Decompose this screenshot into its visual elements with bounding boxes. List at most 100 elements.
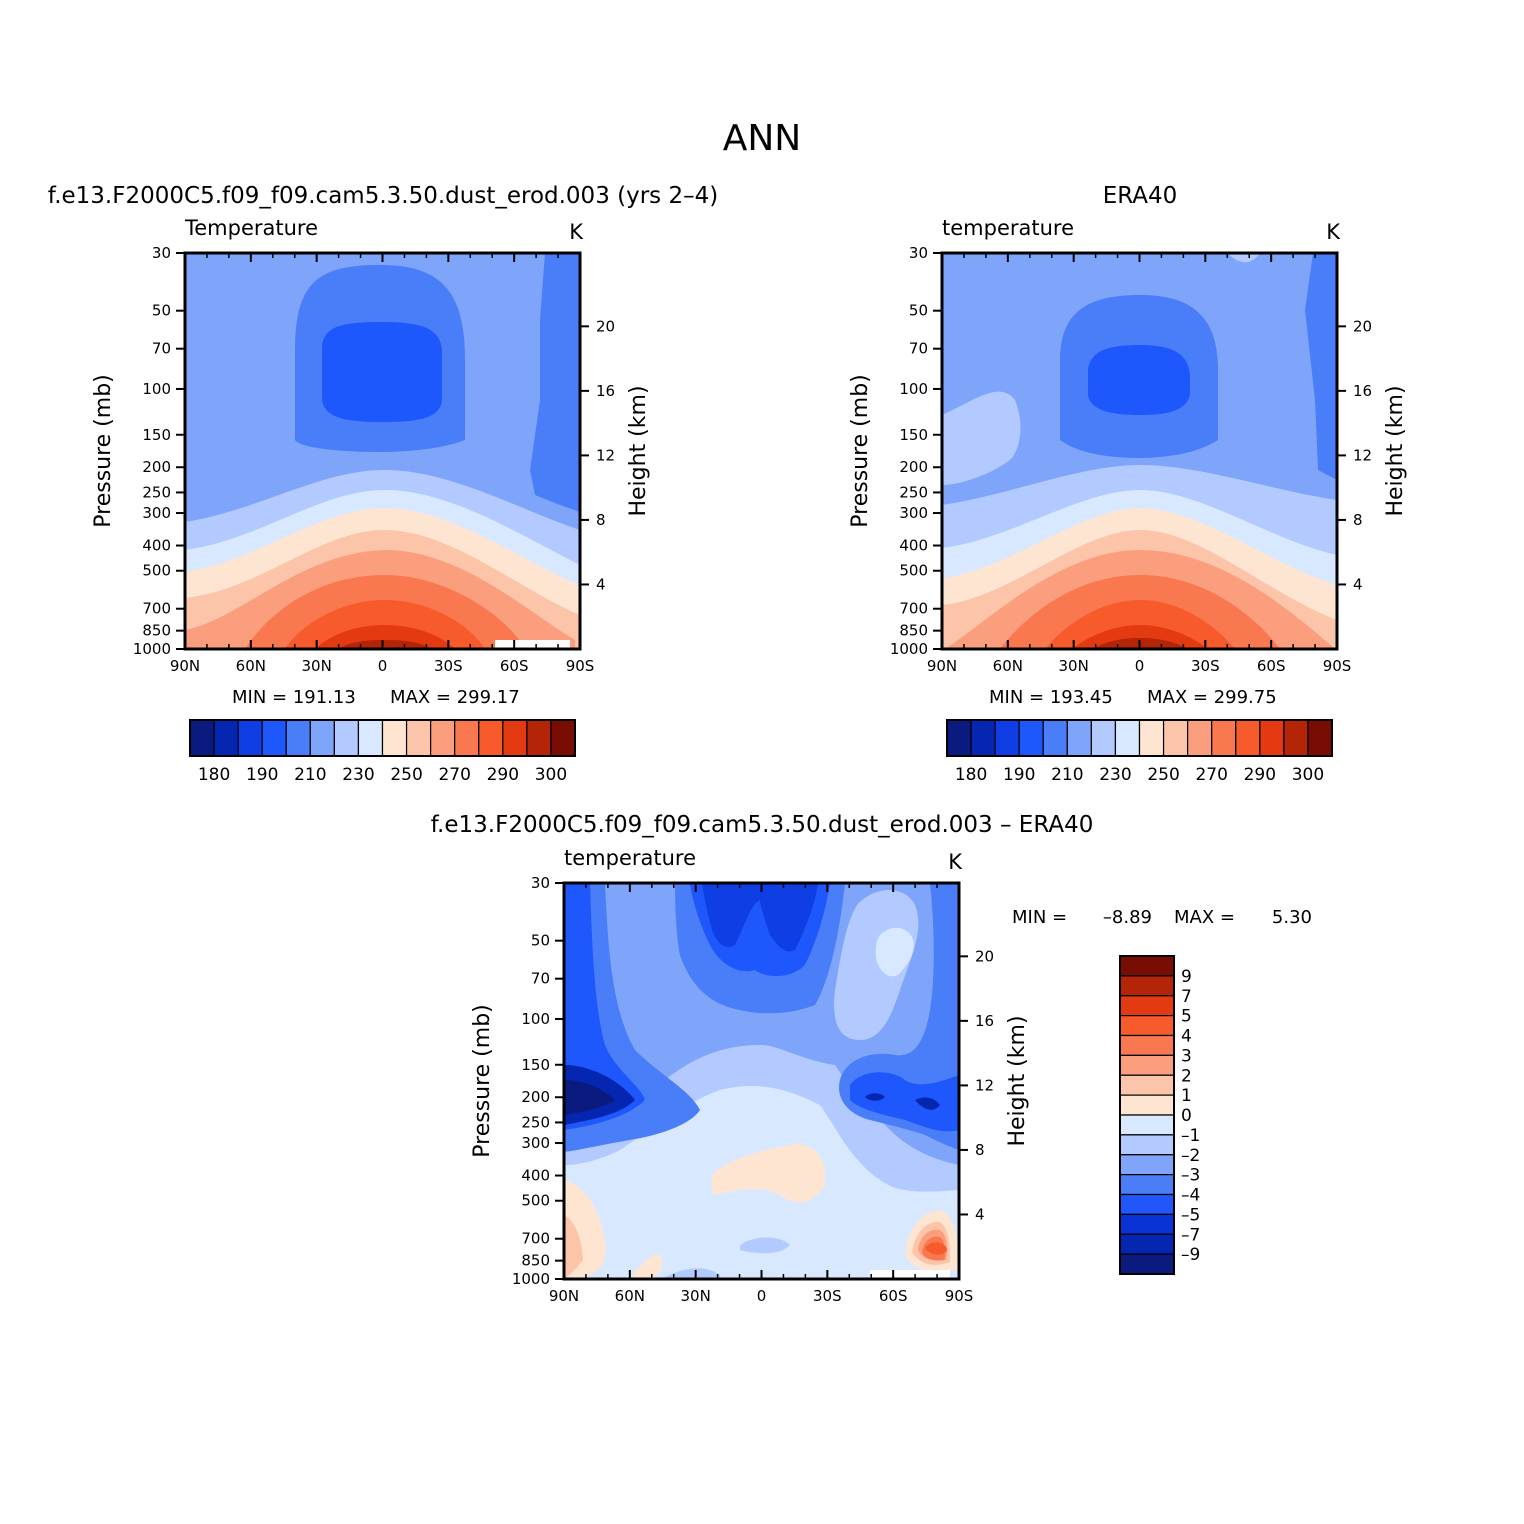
y2-tick-label: 16 [1353, 382, 1372, 400]
panel-obs-colorbar: 180 190 210 230 250 270 290 300 [946, 719, 1333, 785]
colorbar-swatch [1138, 719, 1165, 757]
y-axis-label: Pressure (mb) [470, 1004, 495, 1158]
y2-tick-label: 16 [596, 382, 615, 400]
contour-band [630, 1254, 662, 1279]
y2-tick-label: 4 [975, 1205, 985, 1223]
y-tick-label: 100 [521, 1010, 550, 1028]
x-tick-label: 30S [434, 657, 463, 675]
colorbar-label: 210 [294, 765, 326, 785]
colorbar-swatch [237, 719, 263, 757]
y-tick-label: 150 [521, 1056, 550, 1074]
y-axis-label: Pressure (mb) [848, 374, 873, 528]
y2-tick-label: 8 [1353, 511, 1363, 529]
colorbar-label: 9 [1181, 967, 1192, 987]
colorbar-swatch [1119, 1213, 1175, 1235]
contour-band [712, 1144, 826, 1203]
y-tick-label: 500 [142, 562, 171, 580]
y2-tick-label: 4 [596, 575, 606, 593]
x-tick-label: 90S [566, 657, 595, 675]
y-tick-label: 300 [899, 504, 928, 522]
y-tick-label: 150 [142, 426, 171, 444]
colorbar-label: –9 [1181, 1245, 1200, 1265]
x-tick-label: 60N [993, 657, 1023, 675]
x-tick-label: 60N [615, 1287, 645, 1305]
x-tick-label: 90S [945, 1287, 974, 1305]
y-tick-label: 300 [142, 504, 171, 522]
colorbar-label: 180 [955, 765, 987, 785]
contour-band [564, 1080, 615, 1115]
colorbar-label: 0 [1181, 1106, 1192, 1126]
colorbar-swatch [309, 719, 335, 757]
colorbar-frame [1119, 955, 1175, 1275]
y-tick-label: 400 [142, 537, 171, 555]
x-tick-label: 30N [681, 1287, 711, 1305]
colorbar-label: 190 [246, 765, 278, 785]
y2-tick-label: 16 [975, 1012, 994, 1030]
colorbar-label: 7 [1181, 987, 1192, 1007]
panel-model-variable-label: Temperature [184, 216, 318, 240]
panel-diff-max-label: MAX = [1174, 907, 1235, 928]
x-tick-label: 90S [1323, 657, 1352, 675]
y-tick-label: 30 [909, 244, 928, 262]
colorbar-swatch [1119, 1114, 1175, 1136]
colorbar-swatch [994, 719, 1020, 757]
colorbar-label: 300 [535, 765, 567, 785]
panel-obs-variable-label: temperature [942, 216, 1074, 240]
y2-tick-label: 12 [1353, 446, 1372, 464]
y-tick-label: 1000 [133, 640, 171, 658]
panel-model-axes: 90N 60N 30N 0 30S 60S 90S 30 50 70 100 150 200 250 300… [91, 244, 651, 675]
y2-tick-label: 4 [1353, 575, 1363, 593]
contour-band [530, 253, 580, 512]
colorbar-swatch [1119, 975, 1175, 997]
colorbar-label: 250 [390, 765, 422, 785]
colorbar-swatch [1119, 1253, 1175, 1275]
colorbar-swatch [1119, 1134, 1175, 1156]
contour-band [338, 640, 432, 649]
colorbar-swatch [1211, 719, 1237, 757]
missing-data-region [870, 1270, 950, 1279]
colorbar-swatch [1119, 1074, 1175, 1096]
panel-diff-min-label: MIN = [1012, 907, 1067, 928]
y2-tick-label: 20 [975, 947, 994, 965]
colorbar-label: 270 [438, 765, 470, 785]
y2-axis-label: Height (km) [1005, 1015, 1030, 1146]
colorbar-swatch [1114, 719, 1141, 757]
y-tick-label: 70 [152, 340, 171, 358]
y-tick-label: 400 [899, 537, 928, 555]
panel-obs-axes: 90N 60N 30N 0 30S 60S 90S 30 50 70 100 150 200 250 300… [848, 244, 1408, 675]
y-axis-label: Pressure (mb) [91, 374, 116, 528]
panel-obs-field [942, 253, 1337, 649]
colorbar-label: –4 [1181, 1186, 1200, 1206]
contour-band [850, 1072, 959, 1132]
panel-obs-min: MIN = 193.45 [989, 687, 1113, 708]
y-tick-label: 70 [909, 340, 928, 358]
panel-diff-variable-label: temperature [564, 846, 696, 870]
colorbar-swatch [1119, 1233, 1175, 1255]
colorbar-swatch [1259, 719, 1285, 757]
colorbar-swatch [381, 719, 408, 757]
colorbar-label: 290 [1244, 765, 1276, 785]
colorbar-swatch [1307, 719, 1333, 757]
panel-obs: ERA40 temperature K 90N 60N 30N 0 30S 60S 90S 3… [848, 183, 1408, 785]
y-tick-label: 700 [899, 600, 928, 618]
panel-diff-axes: 90N 60N 30N 0 30S 60S 90S 30 50 70 100 150 200 250 300… [470, 874, 1030, 1305]
x-tick-label: 0 [757, 1287, 767, 1305]
x-tick-label: 90N [549, 1287, 579, 1305]
y-tick-label: 50 [909, 302, 928, 320]
y-tick-label: 50 [152, 302, 171, 320]
x-tick-label: 0 [378, 657, 388, 675]
y-tick-label: 850 [521, 1252, 550, 1270]
panel-model-min: MIN = 191.13 [232, 687, 356, 708]
colorbar-swatch [1018, 719, 1044, 757]
y-tick-label: 50 [531, 932, 550, 950]
y-tick-label: 250 [521, 1113, 550, 1131]
y-tick-label: 700 [142, 600, 171, 618]
x-tick-label: 60S [1257, 657, 1286, 675]
colorbar-label: 210 [1051, 765, 1083, 785]
contour-band [322, 322, 442, 422]
colorbar-label: 300 [1292, 765, 1324, 785]
panel-diff-min-value: –8.89 [1103, 907, 1152, 928]
colorbar-swatch [357, 719, 384, 757]
y-tick-label: 100 [142, 380, 171, 398]
colorbar-swatch [333, 719, 360, 757]
